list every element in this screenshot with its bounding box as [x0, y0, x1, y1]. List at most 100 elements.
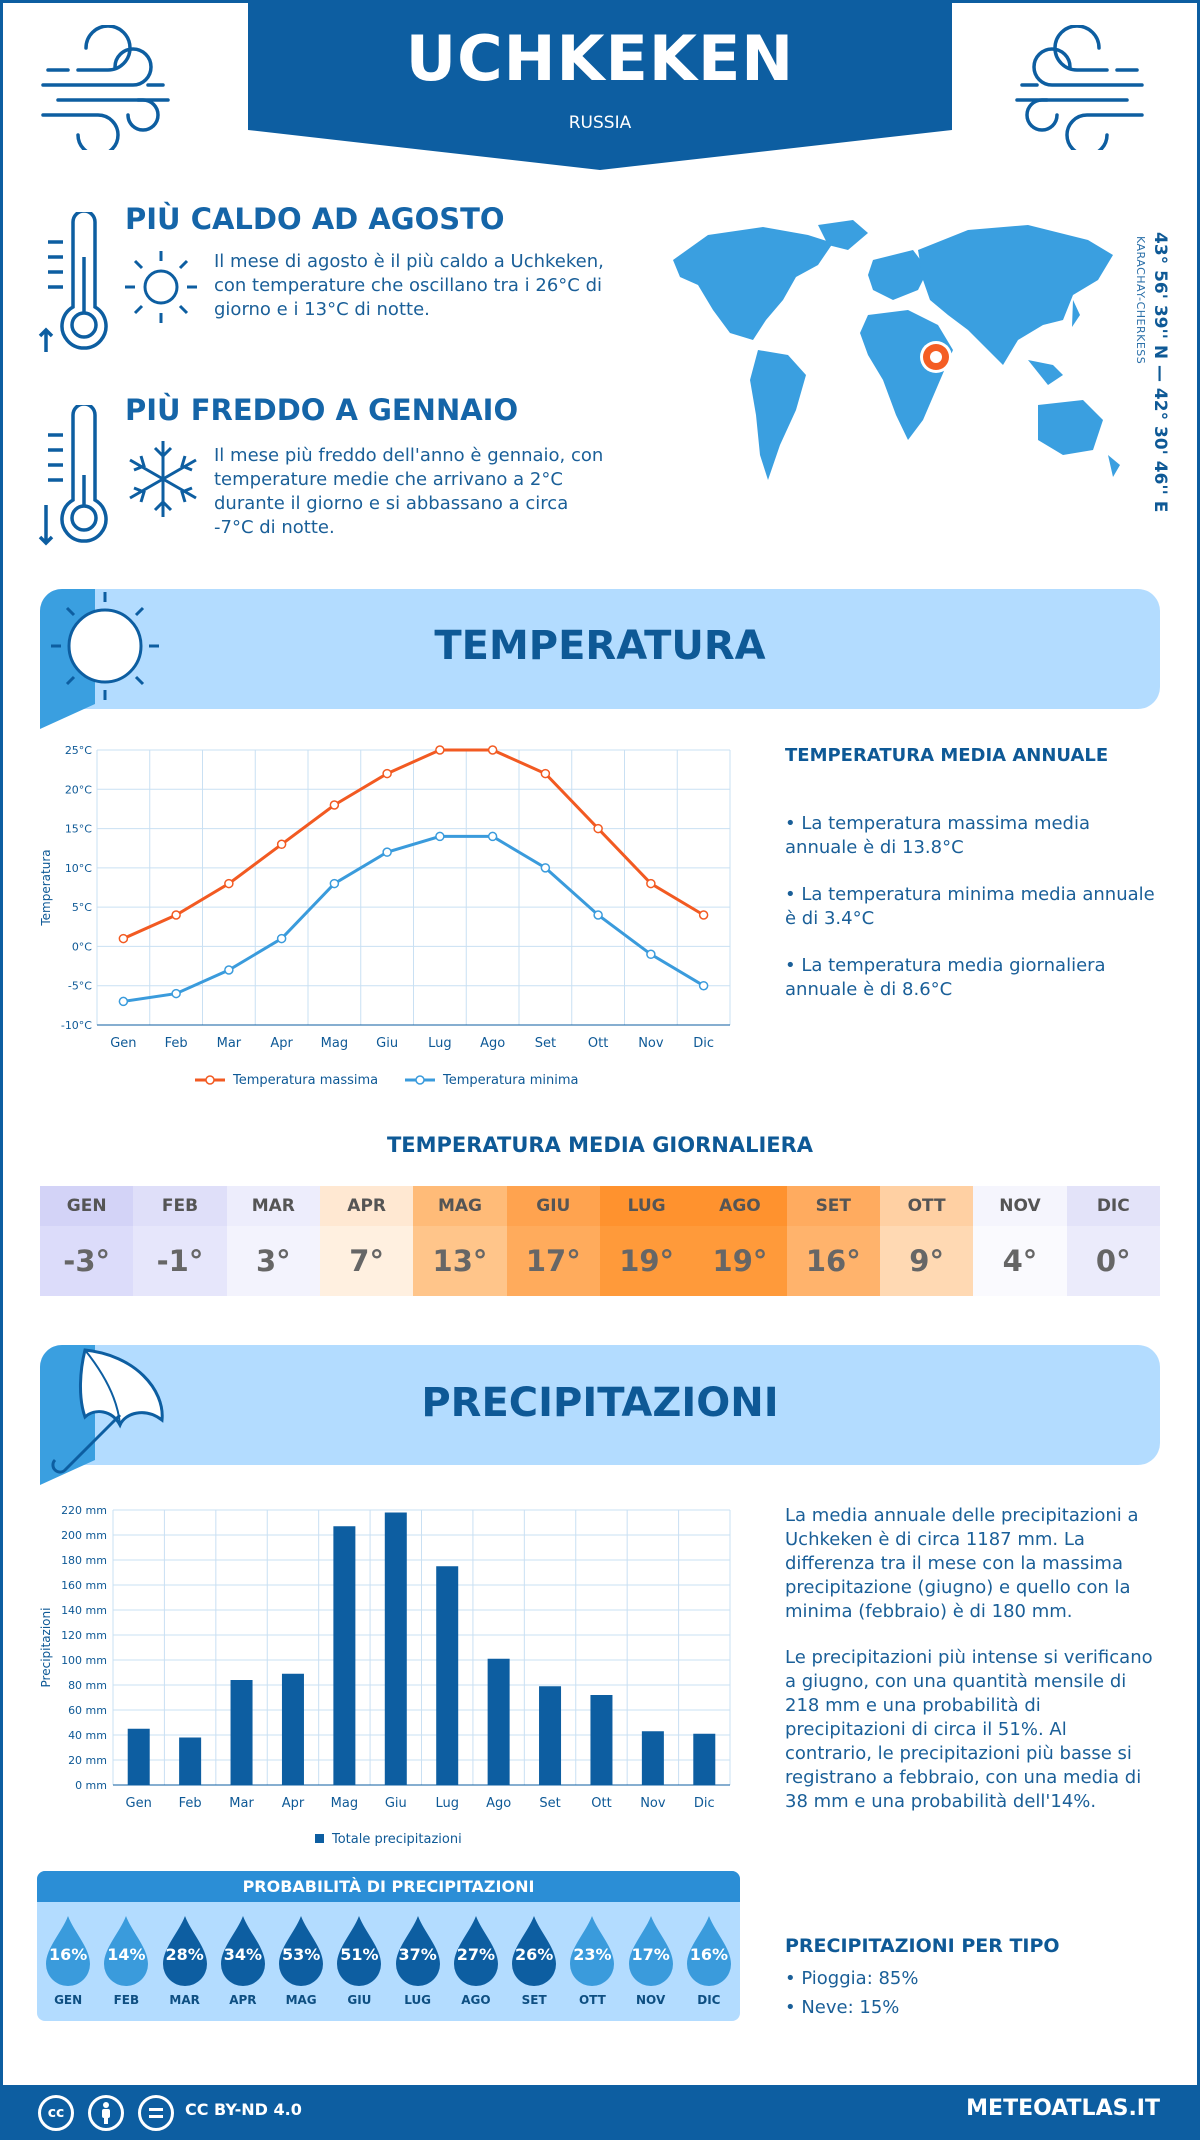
thermometer-cold-icon [38, 405, 108, 546]
month-label: NOV [973, 1186, 1067, 1226]
data-point [329, 878, 340, 889]
raindrop-icon [686, 1916, 731, 1986]
month-label: GEN [40, 1186, 134, 1226]
series-line [122, 748, 705, 940]
y-tick-label: 25°C [65, 744, 92, 757]
raindrop-icon [337, 1916, 382, 1986]
probability-drop: 17% NOV [622, 1902, 680, 2021]
data-point [487, 745, 498, 755]
sun-section-icon [40, 589, 159, 729]
legend-label: Temperatura massima [232, 1073, 378, 1088]
license-text[interactable]: CC BY-ND 4.0 [185, 2100, 302, 2119]
hottest-text: Il mese di agosto è il più caldo a Uchke… [214, 251, 604, 320]
probability-value: 17% [631, 1945, 670, 1964]
bar [127, 1728, 150, 1785]
raindrop-icon [162, 1916, 207, 1986]
data-point [118, 996, 129, 1007]
bar [384, 1512, 407, 1785]
bar [281, 1673, 304, 1785]
probability-month: GEN [54, 1993, 83, 2007]
probability-value: 34% [223, 1945, 263, 1964]
daily-temp-cell: OTT 9° [879, 1186, 974, 1296]
probability-month: DIC [697, 1993, 721, 2007]
probability-month: GIU [347, 1993, 372, 2007]
data-point [593, 910, 603, 920]
data-point [382, 768, 392, 779]
probability-value: 51% [340, 1945, 379, 1964]
x-tick-label: Gen [110, 1036, 136, 1051]
probability-value: 14% [107, 1945, 146, 1964]
raindrop-icon [570, 1916, 615, 1986]
x-tick-label: Lug [428, 1036, 452, 1051]
probability-month: MAR [169, 1993, 200, 2007]
y-tick-label: 5°C [72, 901, 92, 914]
probability-value: 53% [281, 1945, 321, 1964]
x-tick-label: Apr [270, 1036, 293, 1051]
x-tick-label: Mar [229, 1796, 254, 1811]
x-tick-label: Apr [282, 1796, 305, 1811]
annual-min-text: • La temperatura minima media annuale è … [785, 884, 1155, 929]
x-tick-label: Set [535, 1036, 556, 1051]
x-tick-label: Ago [480, 1036, 505, 1051]
daily-temp-value: 4° [973, 1226, 1067, 1296]
probability-month: SET [521, 1993, 547, 2007]
x-tick-label: Feb [179, 1796, 202, 1811]
daily-temp-value: 3° [226, 1226, 320, 1296]
daily-temp-cell: GEN -3° [40, 1186, 134, 1296]
daily-temp-value: 7° [319, 1226, 414, 1296]
region-label: KARACHAY-CHERKESS [1134, 236, 1147, 365]
y-tick-label: 40 mm [68, 1729, 107, 1742]
raindrop-icon [46, 1916, 90, 1986]
month-label: SET [786, 1186, 880, 1226]
rain-share: • Pioggia: 85% [785, 1968, 919, 1989]
bar [179, 1737, 202, 1785]
data-point [435, 831, 445, 842]
raindrop-icon [512, 1916, 556, 1986]
probability-drops: 16% GEN 14% FEB 28% MAR 34% APR 53% MAG 51% GIU 37% L… [37, 1902, 740, 2021]
month-label: APR [319, 1186, 414, 1226]
no-derivatives-icon [138, 2095, 174, 2131]
y-tick-label: -5°C [68, 980, 92, 993]
legend-label: Totale precipitazioni [331, 1832, 462, 1847]
y-tick-label: 0 mm [75, 1779, 107, 1792]
wind-icon [1015, 25, 1144, 150]
month-label: MAG [413, 1186, 507, 1226]
data-point [329, 800, 340, 810]
bar [230, 1680, 253, 1785]
month-label: MAR [226, 1186, 320, 1226]
data-point [540, 768, 551, 779]
country-subtitle: RUSSIA [568, 113, 632, 133]
precipitation-para-1: La media annuale delle precipitazioni a … [785, 1505, 1139, 1622]
daily-temp-cell: MAR 3° [226, 1186, 320, 1296]
site-link[interactable]: METEOATLAS.IT [966, 2096, 1160, 2121]
world-map [673, 220, 1120, 480]
y-tick-label: 20 mm [68, 1754, 107, 1767]
precipitation-para-2: Le precipitazioni più intense si verific… [785, 1647, 1153, 1812]
sun-icon [125, 251, 197, 323]
daily-temp-value: 16° [786, 1226, 880, 1296]
probability-month: LUG [404, 1993, 432, 2007]
month-label: DIC [1066, 1186, 1160, 1226]
data-point [171, 910, 181, 920]
probability-title: PROBABILITÀ DI PRECIPITAZIONI [37, 1871, 740, 1902]
thermometer-hot-icon [38, 212, 108, 352]
header-banner [248, 0, 952, 170]
data-point [646, 949, 656, 960]
footer [0, 2085, 1200, 2140]
wind-icon [41, 25, 170, 150]
annual-temp-title: TEMPERATURA MEDIA ANNUALE [785, 745, 1109, 766]
probability-value: 27% [456, 1945, 496, 1964]
y-tick-label: 100 mm [61, 1654, 107, 1667]
x-tick-label: Gen [126, 1796, 152, 1811]
y-tick-label: 0°C [72, 940, 92, 953]
snow-share: • Neve: 15% [785, 1997, 900, 2018]
x-tick-label: Nov [638, 1036, 664, 1051]
bar [487, 1658, 510, 1785]
x-tick-label: Ott [591, 1796, 611, 1811]
y-tick-label: 20°C [65, 783, 92, 796]
daily-temp-value: 13° [413, 1226, 507, 1296]
month-label: FEB [133, 1186, 227, 1226]
legend-marker [415, 1075, 425, 1085]
probability-value: 26% [514, 1945, 554, 1964]
precip-type-title: PRECIPITAZIONI PER TIPO [785, 1935, 1060, 1957]
